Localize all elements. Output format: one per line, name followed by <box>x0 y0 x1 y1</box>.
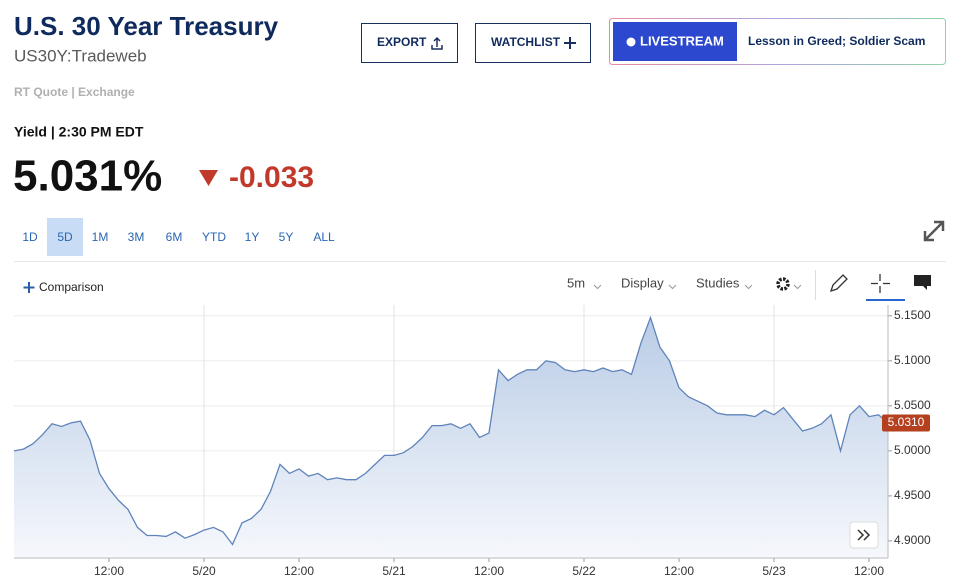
range-selector: 1D 5D 1M 3M 6M YTD 1Y 5Y ALL <box>22 218 335 256</box>
plus-icon <box>23 282 35 293</box>
chevron <box>593 284 602 290</box>
x-tick-label: 12:00 <box>474 564 504 578</box>
y-tick-label: 4.9000 <box>894 533 931 547</box>
export-icon <box>431 36 443 50</box>
title: U.S. 30 Year Treasury <box>14 11 279 41</box>
range-button[interactable]: 1D <box>22 230 38 244</box>
active-range <box>47 218 83 256</box>
x-tick-label: 5/22 <box>572 564 596 578</box>
x-tick-label: 12:00 <box>854 564 884 578</box>
scroll-button[interactable] <box>849 521 879 549</box>
comparison-label: Comparison <box>39 280 104 294</box>
change: -0.033 <box>229 161 314 194</box>
button-label: WATCHLIST <box>491 35 561 49</box>
comment-icon[interactable] <box>914 275 931 290</box>
studies-menu[interactable]: Studies <box>696 275 753 290</box>
chevrons <box>857 529 871 541</box>
export-button[interactable]: EXPORT <box>361 23 458 63</box>
y-tick-label: 5.1500 <box>894 308 931 322</box>
range-button[interactable]: 1M <box>92 230 109 244</box>
menu-label: 5m <box>567 275 585 290</box>
y-tick-label: 5.0000 <box>894 443 931 457</box>
live-dot <box>626 37 636 47</box>
symbol: US30Y:Tradeweb <box>14 46 147 65</box>
chevron <box>744 284 753 290</box>
plus-icon <box>564 37 576 49</box>
watchlist-button[interactable]: WATCHLIST <box>475 23 591 63</box>
x-tick-label: 5/21 <box>382 564 406 578</box>
comparison-button[interactable]: Comparison <box>23 280 104 294</box>
down-arrow <box>199 170 218 186</box>
chart: 4.9000 4.9500 5.0000 5.0500 5.1000 5.1500 12:0… <box>13 305 931 578</box>
x-tick-label: 12:00 <box>94 564 124 578</box>
button-label: EXPORT <box>377 35 427 49</box>
y-tick-label: 4.9500 <box>894 488 931 502</box>
y-tick-label: 5.1000 <box>894 353 931 367</box>
headline: Lesson in Greed; Soldier Scam <box>748 34 925 48</box>
chevron <box>668 284 677 290</box>
last-price-box <box>882 414 930 432</box>
menu-label: Display <box>621 275 664 290</box>
x-tick-label: 12:00 <box>284 564 314 578</box>
gear-icon <box>776 277 790 291</box>
button-frame <box>361 23 458 63</box>
range-button[interactable]: 5Y <box>279 230 294 244</box>
expand-icon[interactable] <box>923 220 945 242</box>
area-fill <box>14 317 888 558</box>
interval-menu[interactable]: 5m <box>567 275 602 290</box>
draw-icon[interactable] <box>829 274 848 293</box>
range-button[interactable]: 6M <box>166 230 183 244</box>
settings-menu[interactable] <box>776 277 802 291</box>
price: 5.031% <box>13 152 162 201</box>
x-tick-label: 5/20 <box>192 564 216 578</box>
range-button[interactable]: 5D <box>57 230 73 244</box>
display-menu[interactable]: Display <box>621 275 677 290</box>
livestream-banner[interactable]: LIVESTREAM Lesson in Greed; Soldier Scam <box>609 18 946 65</box>
range-button[interactable]: 3M <box>128 230 145 244</box>
crosshair-icon[interactable] <box>871 274 890 293</box>
x-tick-label: 5/23 <box>762 564 786 578</box>
menu-label: Studies <box>696 275 740 290</box>
range-button[interactable]: 1Y <box>245 230 260 244</box>
range-button[interactable]: ALL <box>313 230 335 244</box>
chevron <box>793 284 802 290</box>
last-price-label: 5.0310 <box>888 415 925 429</box>
live-label: LIVESTREAM <box>640 33 724 48</box>
price-line <box>13 315 889 546</box>
x-tick-label: 12:00 <box>664 564 694 578</box>
range-button[interactable]: YTD <box>202 230 226 244</box>
quote-label: Yield | 2:30 PM EDT <box>14 124 144 140</box>
quote-source: RT Quote | Exchange <box>14 85 135 99</box>
y-tick-label: 5.0500 <box>894 398 931 412</box>
